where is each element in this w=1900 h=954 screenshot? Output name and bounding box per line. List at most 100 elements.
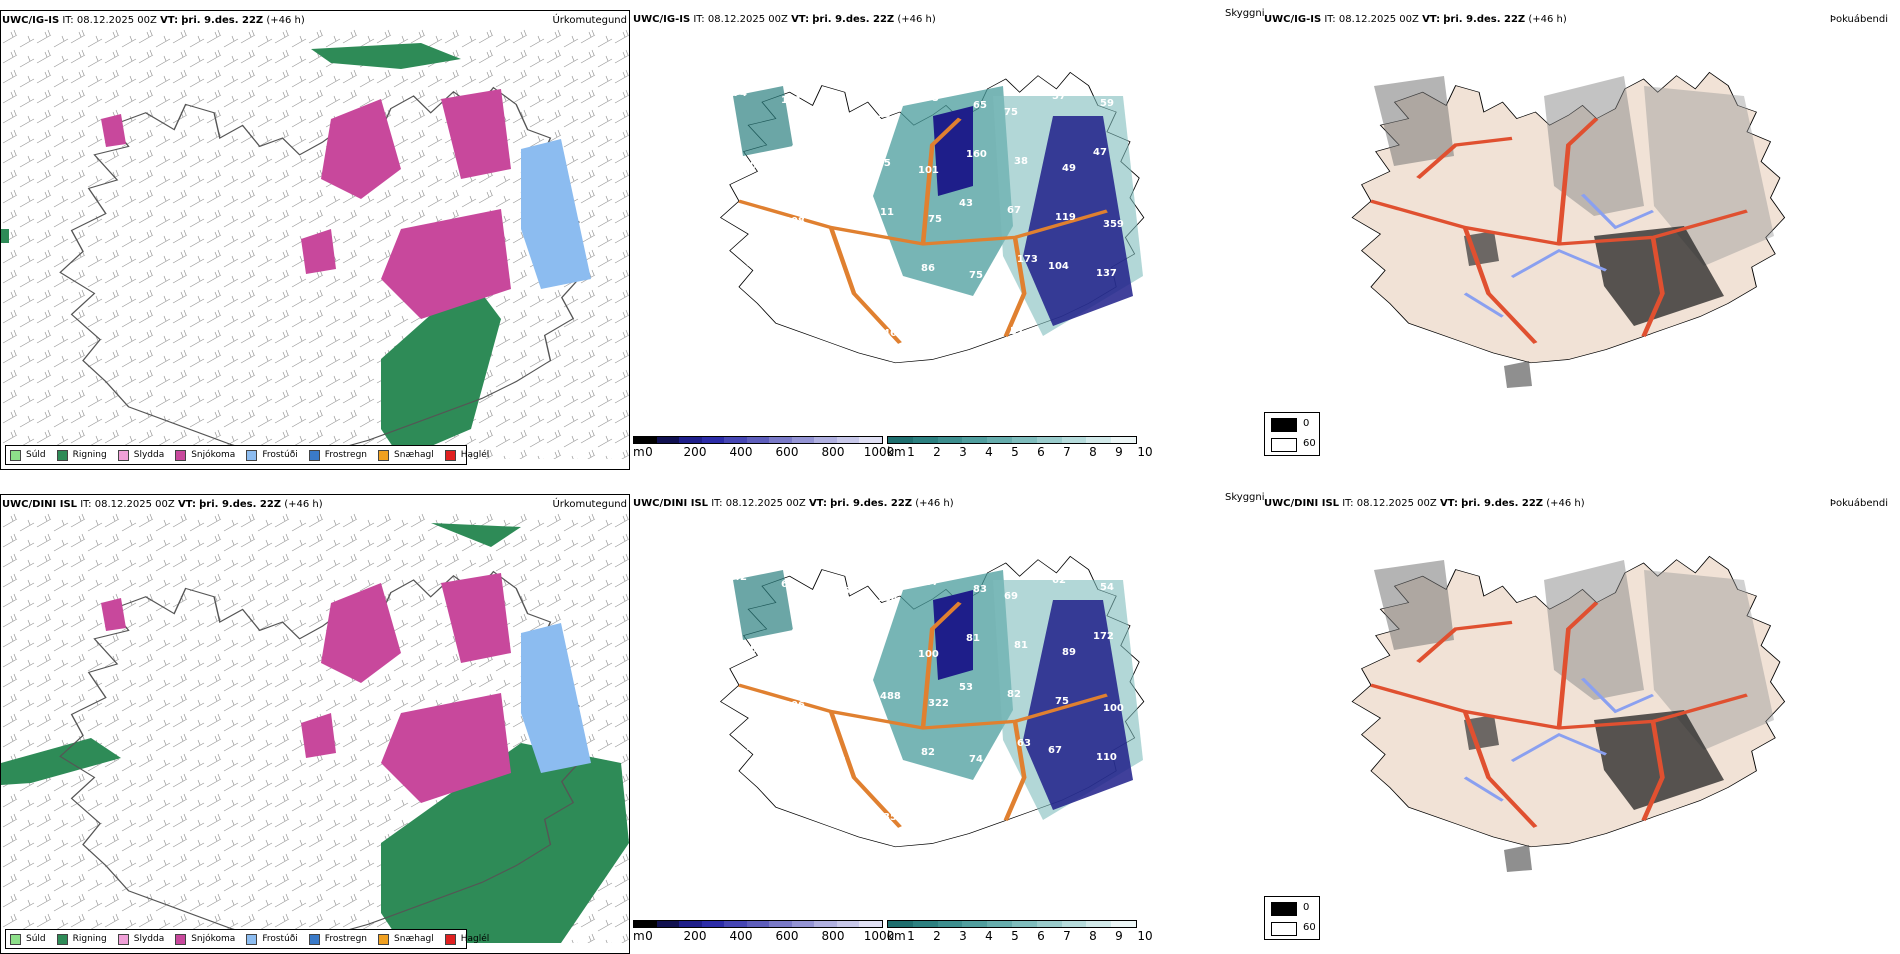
visibility-value-label: 322 [928,698,949,709]
colorbar-step [1036,921,1062,927]
fog-map [1304,36,1864,388]
colorbar-tick: 1000 [863,445,895,459]
visibility-value-label: 75 [969,270,983,281]
visibility-value-label: 108 [877,593,898,604]
colorbar-tick: 400 [729,929,753,943]
colorbar-step [937,437,963,443]
legend-item: Frostúði [246,933,298,945]
legend-swatch [246,449,258,461]
visibility-value-label: 47 [736,209,750,220]
colorbar-step [634,437,657,443]
legend-low: 0 [1303,418,1310,429]
colorbar-step [1061,437,1087,443]
visibility-value-label: 75 [928,214,942,225]
colorbar-tick: 1 [907,929,915,943]
visibility-value-label: 49 [1062,163,1076,174]
panel-title: UWC/DINI ISL IT: 08.12.2025 00Z VT: þri.… [2,499,323,510]
ceiling-bar [633,436,883,444]
visibility-value-label: 119 [1055,212,1076,223]
visibility-value-label: 75 [925,93,939,104]
colorbar-step [1061,921,1087,927]
visibility-value-label: 359 [1103,219,1124,230]
legend-swatch-dark [1271,418,1297,432]
visibility-value-label: 101 [918,165,939,176]
visibility-map: 42 67 105 108 67 83 69 62 54 68 116 201 26 100 81 81 89 1… [673,520,1193,890]
colorbar-step [912,921,938,927]
colorbar-tick: 10 [1137,929,1153,943]
visibility-value-label: 39 [877,109,891,120]
visibility-value-label: 68 [743,644,757,655]
fog-panel: UWC/IG-IS IT: 08.12.2025 00Z VT: þri. 9.… [1264,10,1894,470]
visibility-value-label: 251 [736,693,757,704]
legend-item: Rigning [56,449,107,461]
colorbar-tick: 3 [959,445,967,459]
colorbar-tick: 2 [933,445,941,459]
visibility-value-label: 73 [832,684,846,695]
visibility-labels: 42 67 105 108 67 83 69 62 54 68 116 201 26 100 81 81 89 1… [733,572,1124,825]
visibility-value-label: 11 [880,207,894,218]
colorbar-tick: 3 [959,929,967,943]
visibility-value-label: 175 [870,158,891,169]
legend-swatch [175,449,187,461]
visibility-value-label: 82 [1007,689,1021,700]
colorbar-step [679,437,702,443]
legend-item: Snæhagl [378,933,434,945]
visibility-map: 74 101 29 39 75 65 75 57 59 100 100 63 175 101 160 38 49… [673,36,1193,406]
legend-swatch [117,449,129,461]
panel-field-title: Þokuábendi [1829,14,1888,25]
legend-label: Rigning [72,934,107,944]
fog-panel: UWC/DINI ISL IT: 08.12.2025 00Z VT: þri.… [1264,494,1894,954]
visibility-value-label: 137 [1096,268,1117,279]
legend-swatch [10,449,21,461]
legend-swatch [308,449,320,461]
visibility-value-label: 85 [746,258,760,269]
visibility-value-label: 62 [914,312,928,323]
precip-panel: UWC/DINI ISL IT: 08.12.2025 00Z VT: þri.… [0,494,630,954]
cloud-legend: 0 60 [1264,896,1320,940]
legend-label: Snæhagl [394,450,434,460]
colorbar-step [814,437,837,443]
colorbar-tick: 0 [645,929,653,943]
legend-item: Snjókoma [175,449,235,461]
precip-panel: UWC/IG-IS IT: 08.12.2025 00Z VT: þri. 9.… [0,10,630,470]
legend-label: Rigning [72,450,107,460]
legend-label: Slydda [133,450,165,460]
legend-swatch [10,933,21,945]
visibility-panel: UWC/DINI ISL IT: 08.12.2025 00Z VT: þri.… [633,492,1265,954]
visibility-unit: km [887,445,906,459]
colorbar-step [701,437,725,443]
visibility-value-label: 74 [733,88,747,99]
colorbar-step [1036,437,1062,443]
colorbar-step [634,921,657,927]
colorbar-tick: 600 [775,445,799,459]
visibility-value-label: 89 [1062,647,1076,658]
visibility-value-label: 43 [835,805,849,816]
visibility-value-label: 328 [739,330,760,341]
colorbar-step [746,921,770,927]
colorbar-step [987,921,1012,927]
colorbar-tick: 600 [775,929,799,943]
panel-field-title: Úrkomutegund [552,499,627,510]
legend-item: Rigning [56,933,107,945]
visibility-value-label: 67 [925,577,939,588]
visibility-value-label: 116 [791,628,812,639]
colorbar-tick: 0 [645,445,653,459]
colorbar-tick: 5 [1011,929,1019,943]
colorbar-step [912,437,938,443]
visibility-value-label: 141 [746,742,767,753]
legend-swatch [378,449,390,461]
visibility-value-label: 43 [959,198,973,209]
visibility-value-label: 91 [873,256,887,267]
visibility-value-label: 26 [870,642,884,653]
legend-swatch [56,449,68,461]
legend-label: Haglél [460,450,490,460]
legend-swatch [246,933,258,945]
colorbar-tick: 8 [1089,929,1097,943]
ceiling-unit: m [633,445,645,459]
panel-field-title: Þokuábendi [1829,498,1888,509]
visibility-value-label: 83 [973,584,987,595]
colorbar-step [836,921,860,927]
colorbar-tick: 200 [683,445,707,459]
visibility-value-label: 110 [1096,752,1117,763]
colorbar-step [1111,437,1136,443]
